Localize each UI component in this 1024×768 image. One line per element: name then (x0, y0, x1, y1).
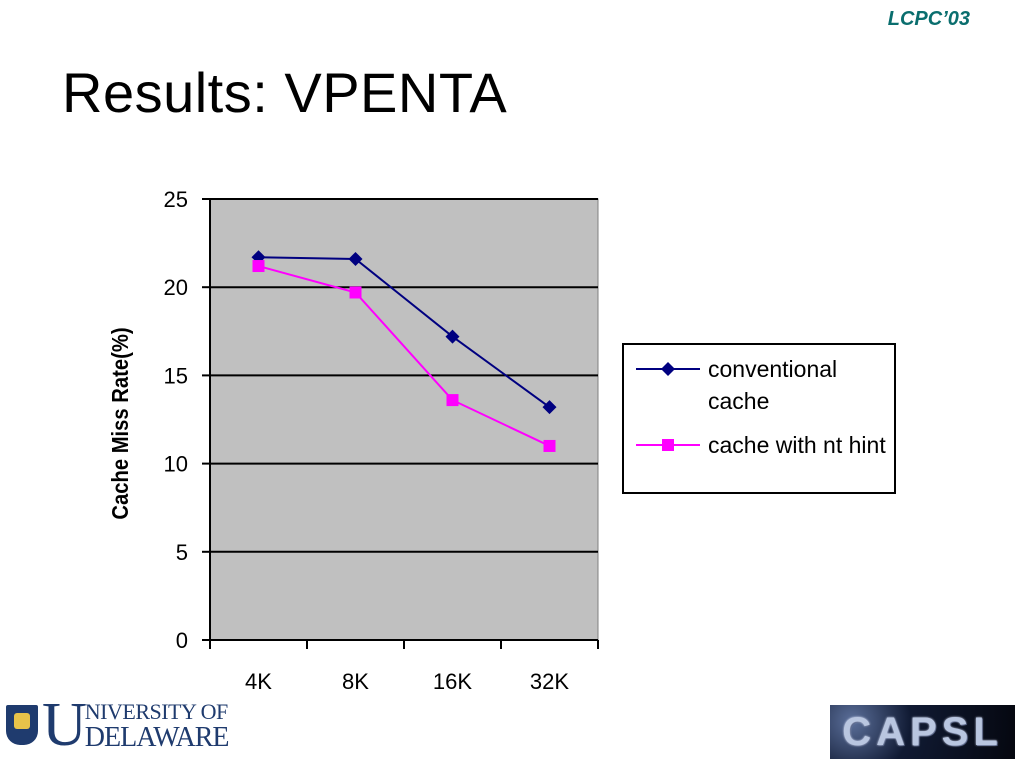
legend-label-conventional: conventional cache (708, 356, 838, 414)
y-tick-label: 20 (164, 275, 188, 300)
legend-swatch-diamond-icon (636, 362, 700, 376)
capsl-logo: CAPSL (830, 705, 1015, 759)
data-point (446, 394, 459, 407)
plot-area (209, 198, 599, 641)
chart-legend: conventional cache cache with nt hint (622, 343, 896, 494)
university-of-delaware-logo: U NIVERSITY OF DELAWARE (6, 691, 230, 759)
ud-letter-u: U (42, 691, 87, 759)
x-tick-label: 32K (530, 669, 569, 694)
ud-line-2-rest: ELAWARE (104, 722, 230, 753)
legend-item-nt-hint: cache with nt hint (634, 429, 896, 461)
legend-marker-square (662, 439, 674, 451)
y-axis-label: Cache Miss Rate(%) (107, 327, 134, 519)
x-tick-label: 4K (245, 669, 272, 694)
y-tick-label: 10 (164, 452, 188, 477)
data-point (542, 400, 557, 415)
y-tick-label: 15 (164, 363, 188, 388)
series-line (258, 265, 550, 447)
legend-marker-diamond (661, 362, 675, 376)
legend-label-nt-hint: cache with nt hint (708, 432, 886, 458)
x-tick-label: 8K (342, 669, 369, 694)
legend-item-conventional: conventional cache (634, 353, 896, 417)
y-tick-label: 0 (176, 628, 188, 653)
y-tick-label: 5 (176, 540, 188, 565)
legend-swatch-square-icon (636, 439, 700, 451)
x-tick-label: 16K (433, 669, 472, 694)
ud-letter-d: D (84, 722, 105, 753)
data-point (348, 251, 363, 266)
series-line (258, 256, 551, 408)
y-tick-label: 25 (164, 187, 188, 212)
slide-title: Results: VPENTA (62, 61, 508, 124)
ud-line-2: DELAWARE (84, 722, 230, 753)
ud-line-1: NIVERSITY OF (84, 699, 228, 724)
ud-shield-icon (6, 705, 38, 745)
data-point (252, 260, 265, 273)
data-point (445, 329, 460, 344)
conference-tag: LCPC’03 (887, 8, 970, 30)
data-point (349, 286, 362, 299)
data-point (543, 439, 556, 452)
ud-wordmark: NIVERSITY OF DELAWARE (84, 699, 230, 753)
